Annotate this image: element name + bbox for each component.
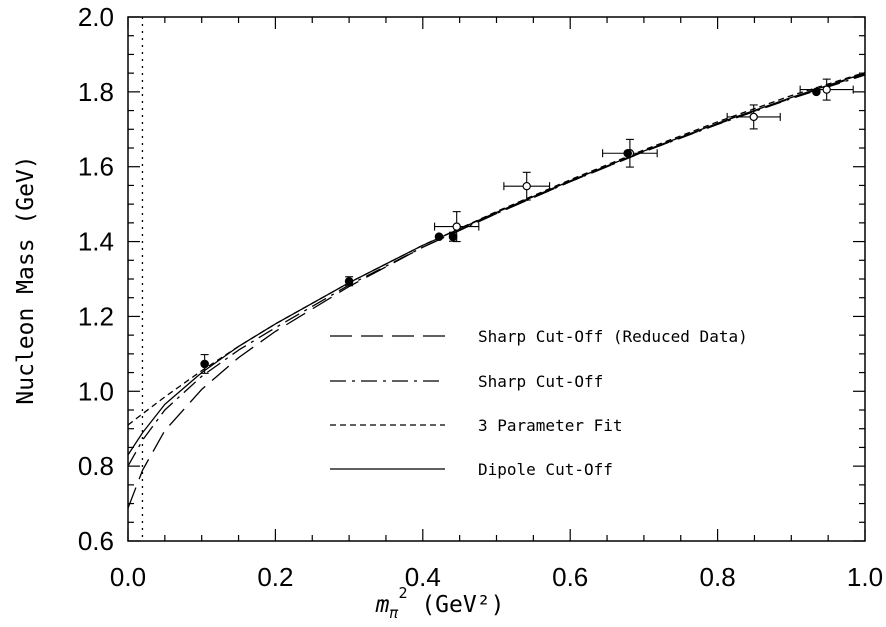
y-tick-label: 1.0 — [78, 376, 114, 406]
legend-label: 3 Parameter Fit — [478, 416, 623, 435]
y-tick-label: 1.8 — [78, 77, 114, 107]
open-data-point — [452, 222, 461, 231]
x-axis-title-m: m — [375, 592, 390, 618]
legend-label: Sharp Cut-Off — [478, 372, 603, 391]
x-tick-label: 0.4 — [405, 562, 441, 592]
x-tick-label: 1.0 — [847, 562, 883, 592]
filled-data-point — [448, 232, 458, 242]
filled-data-point — [200, 359, 209, 369]
x-tick-label: 0.0 — [110, 562, 146, 592]
x-axis-title: mπ2 (GeV²) — [375, 584, 505, 622]
y-tick-label: 1.6 — [78, 152, 114, 182]
fit-curves — [127, 71, 866, 509]
open-data-point — [522, 181, 531, 191]
axis-ticks — [127, 16, 866, 542]
x-tick-label: 0.8 — [700, 562, 736, 592]
curve-long-dash — [127, 73, 866, 509]
data-points — [200, 78, 854, 374]
filled-data-point — [344, 276, 354, 286]
y-axis-title: Nucleon Mass (GeV) — [13, 155, 39, 404]
curve-dash-dot — [127, 74, 866, 467]
x-tick-labels: 0.0 0.2 0.4 0.6 0.8 1.0 — [110, 562, 883, 592]
y-tick-label: 1.4 — [78, 227, 114, 257]
x-axis-title-units: (GeV²) — [407, 592, 504, 618]
y-tick-label: 0.8 — [78, 451, 114, 481]
x-tick-label: 0.2 — [257, 562, 293, 592]
y-tick-label: 2.0 — [78, 2, 114, 32]
open-data-point — [749, 112, 758, 122]
x-axis-title-pi: π — [389, 604, 398, 622]
x-tick-label: 0.6 — [552, 562, 588, 592]
x-axis-title-sq: 2 — [398, 584, 407, 602]
curve-solid — [127, 72, 866, 456]
y-tick-labels: 0.6 0.8 1.0 1.2 1.4 1.6 1.8 2.0 — [78, 2, 114, 556]
legend-label: Dipole Cut-Off — [478, 460, 613, 479]
legend-label: Sharp Cut-Off (Reduced Data) — [478, 327, 748, 346]
legend: Sharp Cut-Off (Reduced Data) Sharp Cut-Of… — [330, 327, 748, 479]
open-data-point — [822, 85, 831, 94]
y-tick-label: 1.2 — [78, 301, 114, 331]
filled-data-point — [434, 232, 444, 242]
y-tick-label: 0.6 — [78, 526, 114, 556]
filled-data-point — [812, 87, 821, 97]
filled-data-point — [623, 148, 632, 158]
